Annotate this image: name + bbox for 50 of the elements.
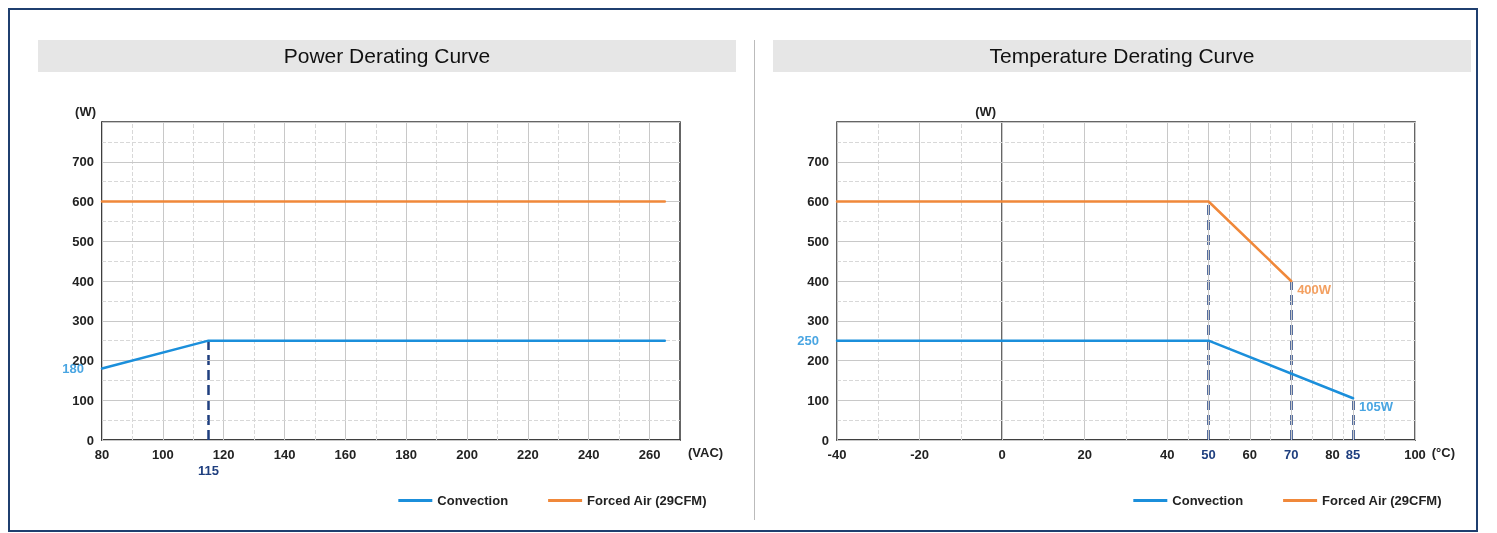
x-tick-label: 20 bbox=[1077, 447, 1092, 462]
x-tick-label: 100 bbox=[151, 447, 174, 462]
x-tick-label: 0 bbox=[998, 447, 1006, 462]
chart-title: Power Derating Curve bbox=[38, 40, 736, 72]
y-tick-label: 100 bbox=[807, 392, 829, 408]
y-tick-label: 700 bbox=[72, 154, 94, 170]
y-tick-label: 700 bbox=[807, 154, 829, 170]
x-tick-label: 260 bbox=[638, 447, 661, 462]
x-tick-label: 240 bbox=[577, 447, 600, 462]
y-tick-label: 100 bbox=[72, 392, 94, 408]
x-tick-label: 100 bbox=[1404, 447, 1426, 462]
x-tick-label: 200 bbox=[456, 447, 478, 462]
y-tick-label: 400 bbox=[72, 273, 94, 289]
chart-title: Temperature Derating Curve bbox=[773, 40, 1471, 72]
y-tick-label: 400 bbox=[807, 273, 829, 289]
x-tick-label: -20 bbox=[910, 447, 929, 462]
y-tick-label: 600 bbox=[807, 194, 829, 209]
x-tick-label: 220 bbox=[517, 447, 539, 462]
x-tick-label: 85 bbox=[1345, 447, 1361, 462]
x-tick-label: 50 bbox=[1201, 447, 1216, 462]
x-tick-label: 180 bbox=[395, 447, 418, 462]
annotation: 400W bbox=[1297, 281, 1332, 297]
x-tick-label: 60 bbox=[1242, 447, 1258, 462]
x-tick-label: 40 bbox=[1160, 447, 1175, 462]
y-tick-label: 600 bbox=[72, 194, 94, 209]
x-tick-label: -40 bbox=[827, 447, 847, 462]
x-axis-title: (VAC) bbox=[688, 445, 724, 460]
x-axis-title: (°C) bbox=[1431, 445, 1455, 460]
annotation: 250 bbox=[797, 333, 819, 349]
y-tick-label: 300 bbox=[72, 313, 94, 329]
y-tick-label: 0 bbox=[821, 432, 829, 448]
y-tick-label: 500 bbox=[72, 233, 94, 249]
x-tick-label: 160 bbox=[334, 447, 357, 462]
x-tick-label: 120 bbox=[212, 447, 235, 462]
y-tick-label: 500 bbox=[807, 233, 829, 249]
x-tick-label: 80 bbox=[1325, 447, 1340, 462]
y-axis-title: (W) bbox=[75, 104, 96, 119]
ref-line-label: 115 bbox=[197, 463, 219, 478]
annotation: 105W bbox=[1359, 398, 1394, 414]
legend-label: Convection bbox=[437, 493, 509, 508]
legend-label: Forced Air (29CFM) bbox=[1322, 493, 1442, 508]
y-tick-label: 300 bbox=[807, 313, 829, 329]
x-tick-label: 70 bbox=[1283, 447, 1299, 462]
y-axis-title: (W) bbox=[975, 104, 997, 119]
legend-label: Convection bbox=[1172, 493, 1244, 508]
x-tick-label: 140 bbox=[273, 447, 296, 462]
y-tick-label: 0 bbox=[86, 432, 94, 448]
y-tick-label: 200 bbox=[807, 353, 829, 368]
x-tick-label: 80 bbox=[94, 447, 110, 462]
legend-label: Forced Air (29CFM) bbox=[587, 493, 707, 508]
